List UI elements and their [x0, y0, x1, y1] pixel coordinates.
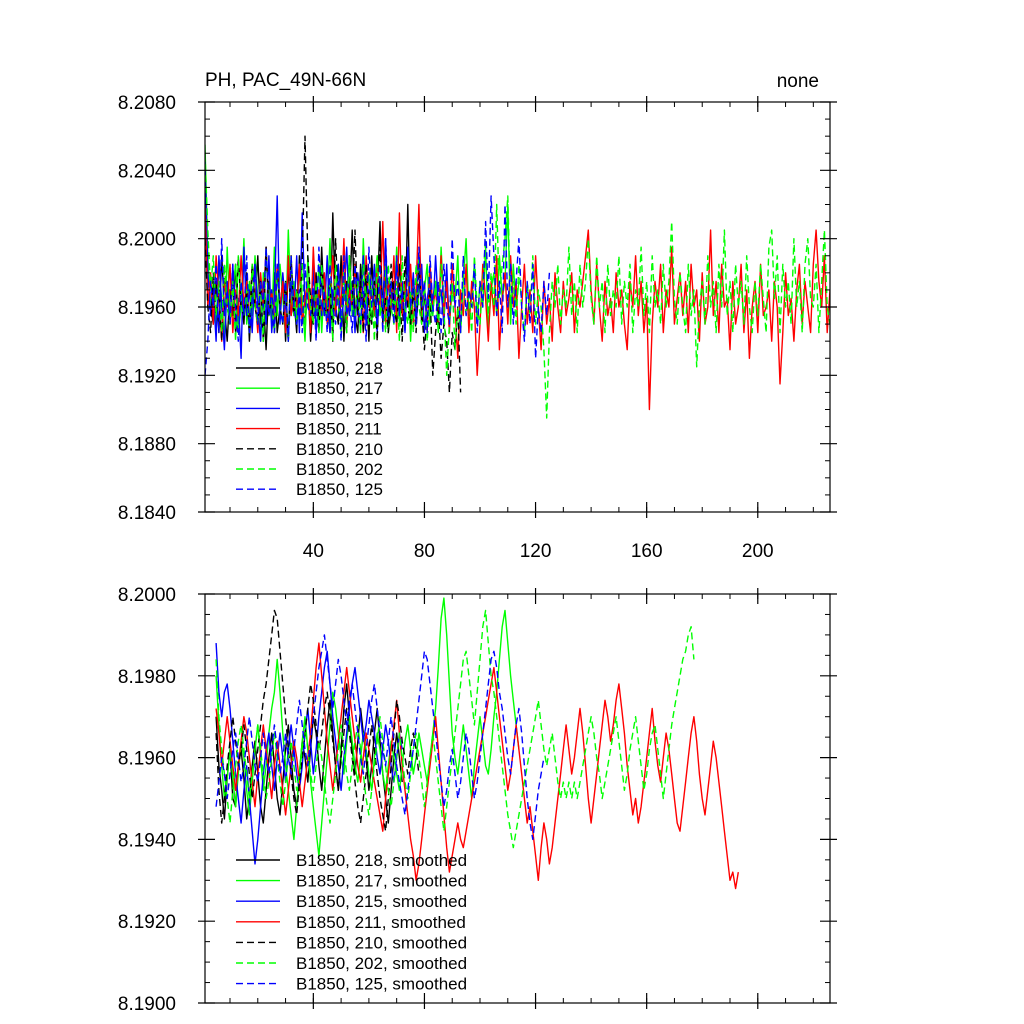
legend-label: B1850, 202, smoothed [296, 954, 467, 973]
series-line-6 [215, 609, 695, 849]
series-line-7 [215, 634, 545, 841]
y-tick-label: 8.1880 [118, 435, 176, 456]
series-line-6 [205, 153, 830, 419]
legend-label: B1850, 215, smoothed [296, 892, 467, 911]
y-tick-label: 8.1900 [118, 994, 176, 1015]
x-tick-label: 160 [631, 541, 663, 562]
chart-right-label: none [777, 71, 819, 92]
top-panel: 40 80 120 160 200 8.1840 8.1880 8.1920 8.1960 8.2… [118, 93, 837, 562]
series-line-7 [205, 195, 551, 376]
series-line-5 [215, 609, 420, 832]
y-tick-label: 8.2000 [118, 585, 176, 606]
legend-label: B1850, 202 [296, 460, 383, 479]
y-tick-label: 8.1980 [118, 667, 176, 688]
x-tick-label: 80 [414, 541, 435, 562]
x-tick-label: 120 [520, 541, 552, 562]
legend-label: B1850, 125 [296, 480, 383, 499]
legend-label: B1850, 125, smoothed [296, 975, 467, 994]
y-tick-label: 8.1960 [118, 749, 176, 770]
y-tick-label: 8.1920 [118, 912, 176, 933]
x-tick-label: 40 [303, 541, 324, 562]
legend-label: B1850, 217, smoothed [296, 872, 467, 891]
y-tick-label: 8.2080 [118, 93, 176, 114]
y-tick-label: 8.1960 [118, 298, 176, 319]
legend-label: B1850, 211, smoothed [296, 913, 466, 932]
series-line-4 [215, 642, 739, 890]
y-tick-label: 8.2040 [118, 161, 176, 182]
series-group [215, 597, 739, 890]
legend-label: B1850, 218 [296, 359, 383, 378]
x-tick-label: 200 [742, 541, 774, 562]
legend-label: B1850, 218, smoothed [296, 851, 467, 870]
y-tick-label: 8.1840 [118, 503, 176, 524]
bottom-panel: 8.1900 8.1920 8.1940 8.1960 8.1980 8.2000 B185… [118, 585, 837, 1015]
chart-title: PH, PAC_49N-66N [205, 70, 366, 91]
legend-label: B1850, 211 [296, 420, 382, 439]
series-group [205, 135, 830, 419]
legend-label: B1850, 217 [296, 379, 383, 398]
legend-label: B1850, 210, smoothed [296, 933, 467, 952]
series-line-2 [215, 597, 520, 857]
legend-label: B1850, 210 [296, 440, 383, 459]
series-line-3 [215, 643, 403, 865]
legend-label: B1850, 215 [296, 399, 383, 418]
legend: B1850, 218, smoothed B1850, 217, smoothed… [236, 851, 467, 994]
y-tick-label: 8.2000 [118, 230, 176, 251]
y-tick-label: 8.1920 [118, 366, 176, 387]
y-tick-label: 8.1940 [118, 830, 176, 851]
